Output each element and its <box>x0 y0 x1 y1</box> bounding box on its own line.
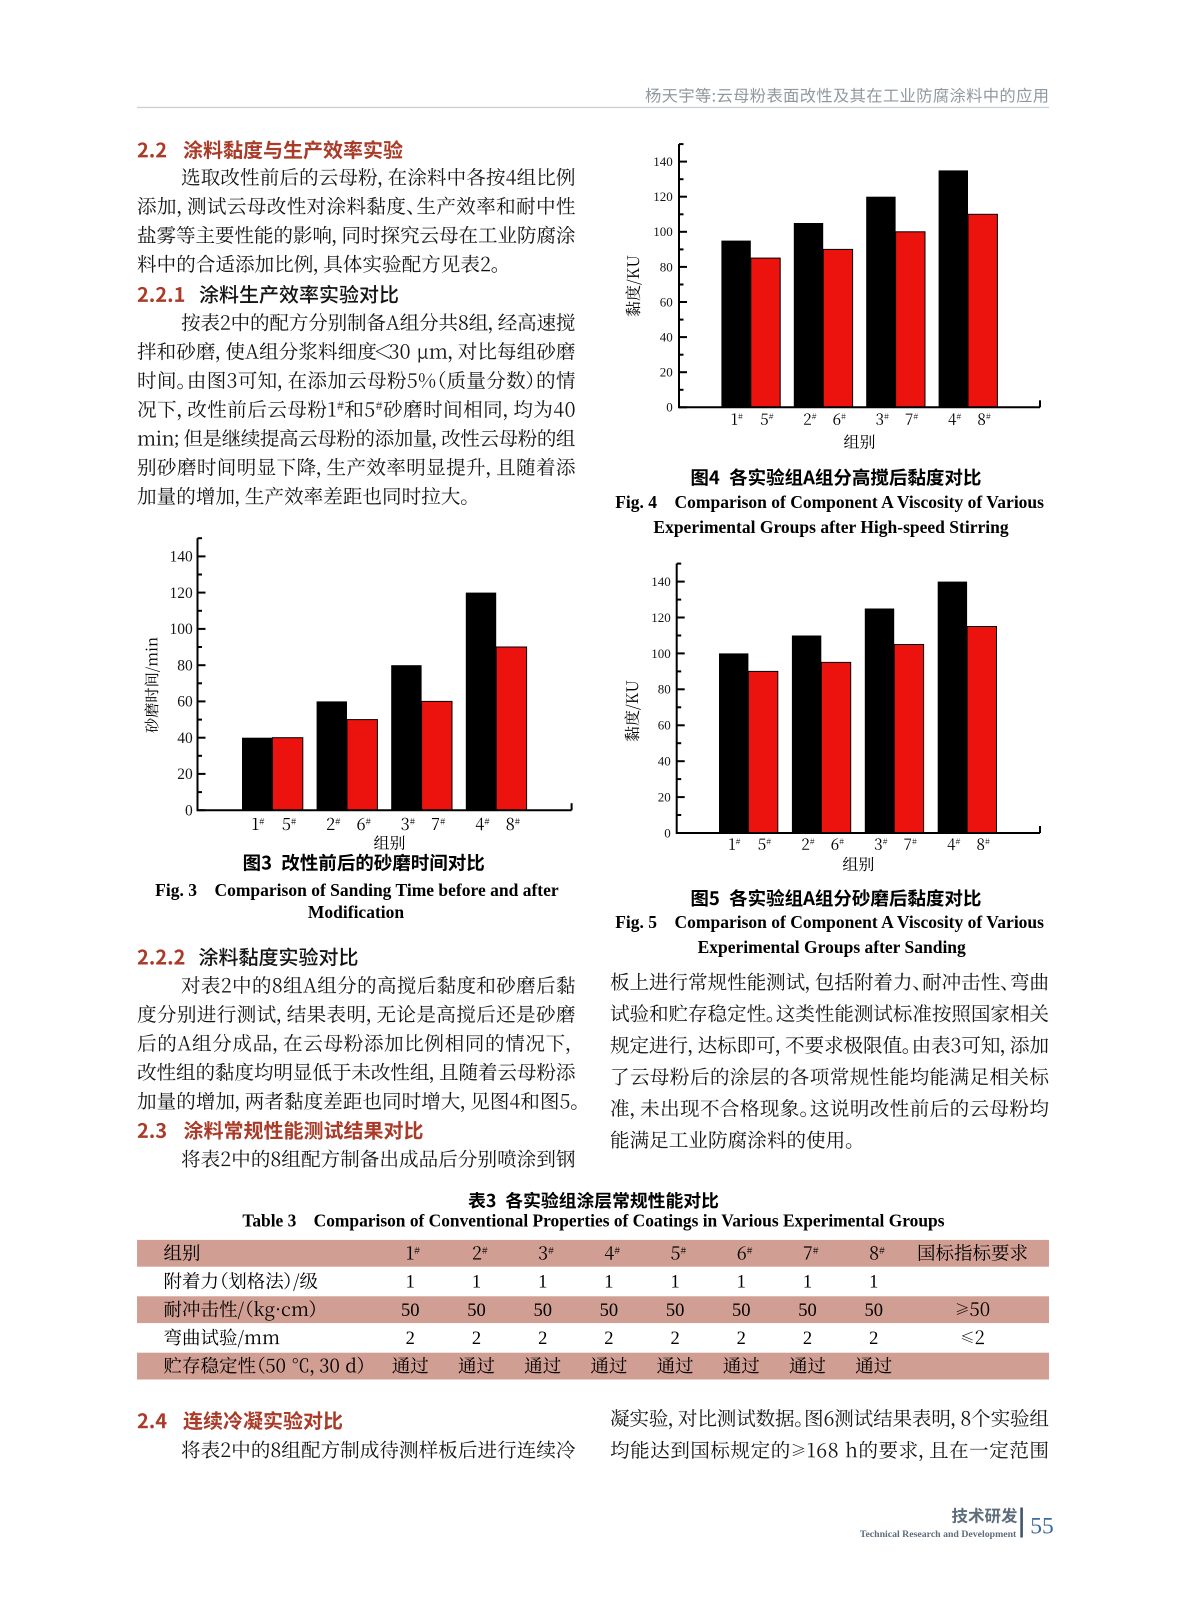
svg-text:50: 50 <box>533 1301 552 1321</box>
svg-text:100: 100 <box>170 621 194 638</box>
svg-text:120: 120 <box>651 610 671 625</box>
svg-text:40: 40 <box>660 330 673 345</box>
svg-text:0: 0 <box>664 825 671 840</box>
svg-text:50: 50 <box>401 1301 420 1321</box>
svg-text:140: 140 <box>651 574 671 589</box>
svg-text:40: 40 <box>177 730 193 747</box>
svg-text:120: 120 <box>653 189 673 204</box>
svg-text:120: 120 <box>170 585 194 602</box>
svg-text:Fig. 4 Comparison of Componen: Fig. 4 Comparison of Component A Viscosi… <box>615 492 1044 512</box>
svg-text:50: 50 <box>732 1301 751 1321</box>
svg-text:1: 1 <box>538 1273 547 1293</box>
svg-text:Fig. 5 Comparison of Componen: Fig. 5 Comparison of Component A Viscosi… <box>615 912 1044 932</box>
svg-text:60: 60 <box>177 694 193 711</box>
svg-text:2: 2 <box>604 1329 613 1349</box>
svg-text:50: 50 <box>666 1301 685 1321</box>
svg-text:50: 50 <box>467 1301 486 1321</box>
svg-text:1: 1 <box>604 1273 613 1293</box>
svg-text:1: 1 <box>670 1273 679 1293</box>
svg-text:Experimental Groups after High: Experimental Groups after High-speed Sti… <box>653 517 1008 537</box>
svg-text:140: 140 <box>653 154 673 169</box>
svg-text:0: 0 <box>666 400 673 415</box>
svg-text:1: 1 <box>472 1273 481 1293</box>
svg-text:20: 20 <box>658 789 671 804</box>
svg-text:Table 3 Comparison of Convent: Table 3 Comparison of Conventional Prope… <box>242 1211 944 1231</box>
svg-text:1: 1 <box>869 1273 878 1293</box>
svg-text:40: 40 <box>658 754 671 769</box>
svg-text:2: 2 <box>670 1329 679 1349</box>
svg-text:60: 60 <box>660 294 673 309</box>
svg-text:50: 50 <box>798 1301 817 1321</box>
svg-text:55: 55 <box>1030 1513 1054 1539</box>
svg-text:2: 2 <box>472 1329 481 1349</box>
svg-text:Technical Research and Develop: Technical Research and Development <box>860 1529 1017 1540</box>
svg-text:1: 1 <box>803 1273 812 1293</box>
svg-text:50: 50 <box>600 1301 619 1321</box>
svg-text:2: 2 <box>737 1329 746 1349</box>
svg-text:1: 1 <box>737 1273 746 1293</box>
svg-text:1: 1 <box>406 1273 415 1293</box>
svg-text:0: 0 <box>185 802 193 819</box>
svg-text:2: 2 <box>869 1329 878 1349</box>
svg-text:80: 80 <box>177 657 193 674</box>
svg-text:50: 50 <box>864 1301 883 1321</box>
svg-text:20: 20 <box>177 766 193 783</box>
svg-text:140: 140 <box>170 549 194 566</box>
svg-text:100: 100 <box>651 646 671 661</box>
svg-text:Experimental Groups after Sand: Experimental Groups after Sanding <box>698 937 966 957</box>
svg-text:80: 80 <box>658 682 671 697</box>
svg-text:20: 20 <box>660 365 673 380</box>
svg-text:100: 100 <box>653 224 673 239</box>
svg-text:80: 80 <box>660 259 673 274</box>
svg-text:60: 60 <box>658 718 671 733</box>
svg-text:2: 2 <box>406 1329 415 1349</box>
svg-text:2: 2 <box>803 1329 812 1349</box>
svg-text:2: 2 <box>538 1329 547 1349</box>
svg-text:Modification: Modification <box>308 902 405 922</box>
svg-text:Fig. 3 Comparison of Sanding: Fig. 3 Comparison of Sanding Time before… <box>155 880 559 900</box>
